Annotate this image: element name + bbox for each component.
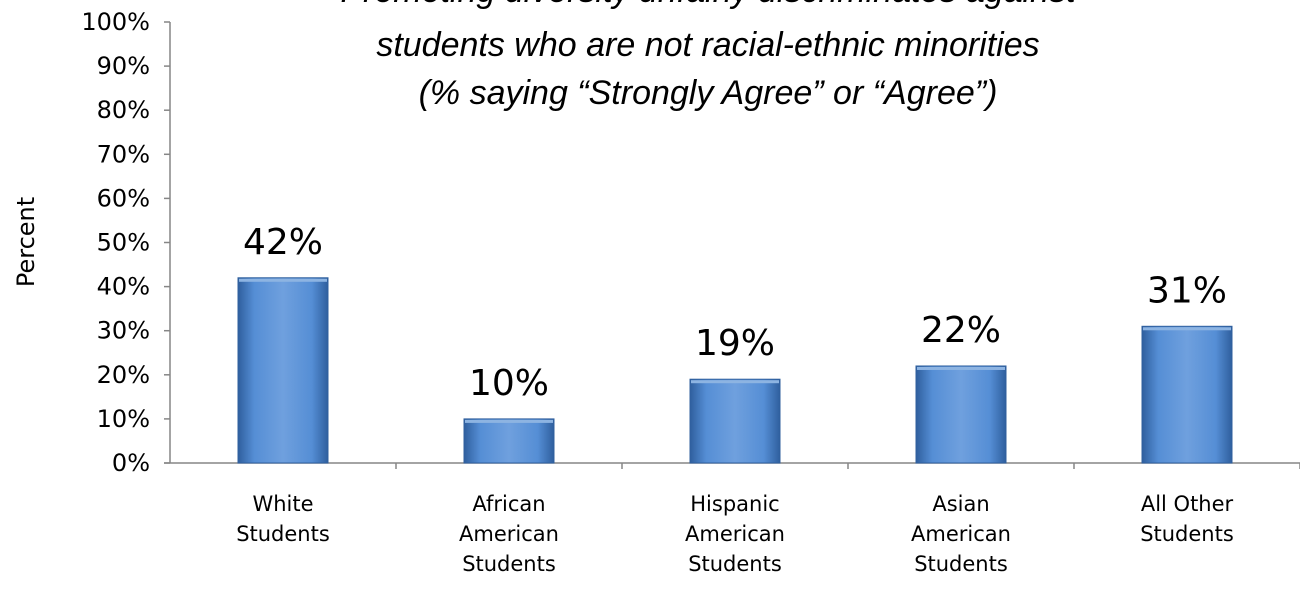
bar [689, 378, 781, 464]
chart-title: Promoting diversity unfairly discriminat… [340, 0, 1077, 112]
y-tick-label: 90% [97, 52, 150, 80]
bar [915, 365, 1007, 464]
category-label: Asian American Students [911, 492, 1011, 576]
chart-title-line-2: students who are not racial-ethnic minor… [376, 26, 1039, 64]
y-axis-label: Percent [12, 197, 40, 287]
category-label-line: Students [462, 552, 556, 576]
category-label-line: Hispanic [690, 492, 779, 516]
category-label-line: American [911, 522, 1011, 546]
bar-highlight [917, 366, 1005, 370]
bar [237, 277, 329, 464]
bar-highlight [691, 380, 779, 384]
bar [463, 418, 555, 464]
category-label-line: Students [914, 552, 1008, 576]
category-label-line: Asian [932, 492, 989, 516]
category-label-line: White [252, 492, 313, 516]
category-label: Hispanic American Students [685, 492, 785, 576]
chart-title-line-3: (% saying “Strongly Agree” or “Agree”) [419, 74, 998, 112]
category-label-line: All Other [1141, 492, 1234, 516]
x-axis-ticks [395, 463, 1300, 469]
bar-series [237, 277, 1233, 464]
y-tick-label: 80% [97, 96, 150, 124]
category-label-line: American [459, 522, 559, 546]
bar-highlight [465, 419, 553, 423]
y-tick-label: 40% [97, 273, 150, 301]
bar-highlight [239, 278, 327, 282]
category-label: All Other Students [1140, 492, 1234, 546]
category-label-line: Students [236, 522, 330, 546]
bar-highlight [1143, 327, 1231, 331]
y-tick-label: 20% [97, 361, 150, 389]
y-tick-label: 100% [81, 8, 150, 36]
category-label-line: African [472, 492, 545, 516]
category-label-line: Students [1140, 522, 1234, 546]
y-tick-label: 10% [97, 405, 150, 433]
chart-title-line-1: Promoting diversity unfairly discriminat… [340, 0, 1077, 10]
y-tick-label: 0% [112, 449, 150, 477]
data-labels: 42% 10% 19% 22% 31% [243, 222, 1227, 404]
y-axis-ticks: 0% 10% 20% 30% 40% 50% 60% 70% 80% 90% 100% [81, 8, 170, 477]
data-label: 22% [921, 310, 1001, 351]
category-label: African American Students [459, 492, 559, 576]
y-tick-label: 30% [97, 317, 150, 345]
category-label-line: Students [688, 552, 782, 576]
y-tick-label: 60% [97, 184, 150, 212]
data-label: 19% [695, 323, 775, 364]
data-label: 10% [469, 363, 549, 404]
y-tick-label: 70% [97, 140, 150, 168]
y-tick-label: 50% [97, 229, 150, 257]
bar [1141, 325, 1233, 464]
data-label: 31% [1147, 270, 1227, 311]
category-label: White Students [236, 492, 330, 546]
data-label: 42% [243, 222, 323, 263]
category-label-line: American [685, 522, 785, 546]
